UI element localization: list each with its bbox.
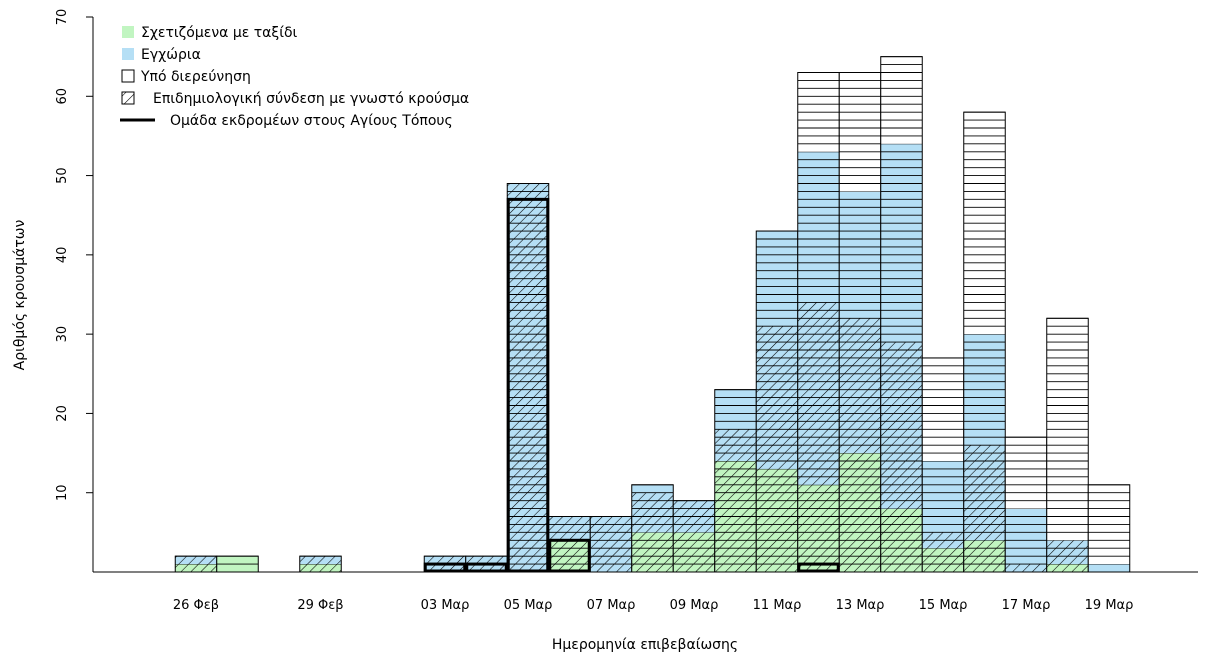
x-tick-label: 05 Μαρ [504, 598, 553, 613]
epi-link-hatch [548, 516, 591, 572]
epi-link-hatch [797, 302, 840, 572]
y-axis-title: Αριθμός κρουσμάτων [12, 219, 28, 370]
pilgrim-group-outline-layer [423, 197, 840, 573]
epi-link-hatch [714, 429, 757, 572]
legend-label: Σχετιζόμενα με ταξίδι [141, 25, 298, 41]
bar-segment-3-14 [880, 56, 923, 144]
legend-label: Επιδημιολογική σύνδεση με γνωστό κρούσμα [153, 91, 469, 107]
x-axis-title: Ημερομηνία επιβεβαίωσης [552, 637, 738, 653]
legend-swatch-fill [122, 26, 134, 38]
y-tick-label: 20 [55, 405, 70, 422]
x-tick-label: 09 Μαρ [670, 598, 719, 613]
epi-link-hatch [673, 500, 715, 572]
legend-swatch-box [121, 69, 135, 83]
legend-swatch-fill [122, 48, 134, 60]
x-tick-label: 13 Μαρ [836, 598, 885, 613]
legend-label: Εγχώρια [141, 47, 201, 63]
pilgrim-group-outline [465, 562, 508, 573]
legend-label: Υπό διερεύνηση [140, 69, 251, 85]
legend-label: Ομάδα εκδρομέων στους Αγίους Τόπους [170, 113, 453, 129]
x-tick-label: 29 Φεβ [297, 598, 343, 613]
epi-link-hatch [299, 556, 342, 572]
pilgrim-group-outline [423, 562, 467, 573]
pilgrim-group-outline [548, 538, 591, 573]
epi-link-hatch [590, 516, 632, 572]
bar-segment-2-19 [1088, 564, 1130, 572]
y-tick-label: 40 [55, 247, 70, 264]
epi-link-hatch [507, 183, 549, 572]
legend-swatch-hatch [121, 91, 135, 105]
y-tick-label: 60 [55, 88, 70, 105]
bar-segment-3-13 [839, 72, 881, 192]
epi-link-hatch [1005, 564, 1047, 572]
pilgrim-group-outline [506, 197, 550, 573]
epi-link-hatching-layer [175, 183, 1089, 572]
axes-layer [92, 17, 1198, 573]
epi-link-hatch [922, 532, 964, 572]
epi-link-hatch [175, 556, 217, 572]
x-tick-label: 11 Μαρ [753, 598, 802, 613]
epi-link-hatch [839, 318, 881, 572]
bar-segment-3-17 [1005, 437, 1047, 509]
x-tick-label: 15 Μαρ [919, 598, 968, 613]
x-ticks-layer: 26 Φεβ 29 Φεβ 03 Μαρ 05 Μαρ 07 Μαρ 09 Μαρ 11 Μ… [173, 598, 1133, 613]
epi-link-hatch [631, 492, 674, 572]
pilgrim-group-outline [797, 562, 840, 573]
y-tick-label: 70 [55, 9, 70, 26]
x-tick-label: 03 Μαρ [421, 598, 470, 613]
x-tick-label: 26 Φεβ [173, 598, 219, 613]
y-ticks-layer: 10 20 30 40 50 60 70 [55, 9, 93, 501]
epi-link-hatch [963, 445, 1006, 572]
x-tick-label: 19 Μαρ [1085, 598, 1134, 613]
epi-link-hatch [880, 342, 923, 572]
y-tick-label: 10 [55, 484, 70, 501]
x-tick-label: 17 Μαρ [1002, 598, 1051, 613]
x-tick-label: 07 Μαρ [587, 598, 636, 613]
y-tick-label: 30 [55, 326, 70, 343]
epi-link-hatch [756, 326, 798, 572]
bar-segment-3-15 [922, 357, 964, 461]
y-tick-label: 50 [55, 167, 70, 184]
epi-link-hatch [1046, 540, 1089, 572]
legend: Σχετιζόμενα με ταξίδι Εγχώρια Υπό διερεύνη… [120, 25, 469, 129]
